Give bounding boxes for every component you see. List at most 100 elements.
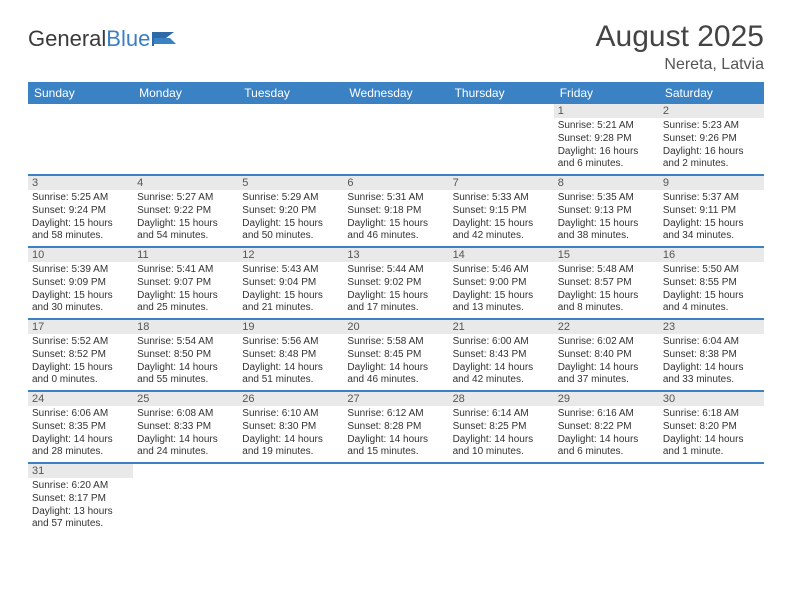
daylight-text: and 30 minutes.	[32, 302, 129, 315]
calendar-cell	[238, 104, 343, 176]
calendar-cell	[449, 104, 554, 176]
daylight-text: Daylight: 14 hours	[558, 362, 655, 375]
calendar-cell: 1Sunrise: 5:21 AMSunset: 9:28 PMDaylight…	[554, 104, 659, 176]
daylight-text: and 24 minutes.	[137, 446, 234, 459]
day-number: 23	[659, 320, 764, 334]
calendar-cell	[343, 464, 448, 542]
day-number: 18	[133, 320, 238, 334]
daylight-text: Daylight: 15 hours	[453, 218, 550, 231]
day-cell: 13Sunrise: 5:44 AMSunset: 9:02 PMDayligh…	[343, 248, 448, 320]
sunrise-text: Sunrise: 5:35 AM	[558, 192, 655, 205]
day-number: 5	[238, 176, 343, 190]
daylight-text: and 0 minutes.	[32, 374, 129, 387]
day-number: 10	[28, 248, 133, 262]
daylight-text: and 55 minutes.	[137, 374, 234, 387]
daylight-text: Daylight: 15 hours	[137, 290, 234, 303]
day-number: 21	[449, 320, 554, 334]
sunset-text: Sunset: 8:57 PM	[558, 277, 655, 290]
daylight-text: Daylight: 14 hours	[32, 434, 129, 447]
day-cell: 10Sunrise: 5:39 AMSunset: 9:09 PMDayligh…	[28, 248, 133, 320]
daylight-text: and 54 minutes.	[137, 230, 234, 243]
sunset-text: Sunset: 8:22 PM	[558, 421, 655, 434]
weekday-header: Monday	[133, 82, 238, 104]
daylight-text: and 25 minutes.	[137, 302, 234, 315]
calendar-week-row: 1Sunrise: 5:21 AMSunset: 9:28 PMDaylight…	[28, 104, 764, 176]
day-cell: 20Sunrise: 5:58 AMSunset: 8:45 PMDayligh…	[343, 320, 448, 392]
sunset-text: Sunset: 8:17 PM	[32, 493, 129, 506]
sunset-text: Sunset: 8:48 PM	[242, 349, 339, 362]
day-cell: 11Sunrise: 5:41 AMSunset: 9:07 PMDayligh…	[133, 248, 238, 320]
weekday-header-row: Sunday Monday Tuesday Wednesday Thursday…	[28, 82, 764, 104]
daylight-text: and 42 minutes.	[453, 374, 550, 387]
sunrise-text: Sunrise: 5:23 AM	[663, 120, 760, 133]
daylight-text: and 33 minutes.	[663, 374, 760, 387]
day-cell: 3Sunrise: 5:25 AMSunset: 9:24 PMDaylight…	[28, 176, 133, 248]
daylight-text: Daylight: 15 hours	[137, 218, 234, 231]
day-number: 6	[343, 176, 448, 190]
day-cell: 26Sunrise: 6:10 AMSunset: 8:30 PMDayligh…	[238, 392, 343, 464]
sunset-text: Sunset: 8:28 PM	[347, 421, 444, 434]
day-cell: 18 Sunrise: 5:54 AMSunset: 8:50 PMDayligh…	[133, 320, 238, 392]
daylight-text: and 17 minutes.	[347, 302, 444, 315]
sunrise-text: Sunrise: 6:04 AM	[663, 336, 760, 349]
sunset-text: Sunset: 9:07 PM	[137, 277, 234, 290]
daylight-text: and 50 minutes.	[242, 230, 339, 243]
sunrise-text: Sunrise: 5:58 AM	[347, 336, 444, 349]
sunset-text: Sunset: 8:45 PM	[347, 349, 444, 362]
daylight-text: Daylight: 14 hours	[453, 434, 550, 447]
sunset-text: Sunset: 8:25 PM	[453, 421, 550, 434]
calendar-cell: 9Sunrise: 5:37 AMSunset: 9:11 PMDaylight…	[659, 176, 764, 248]
sunset-text: Sunset: 8:50 PM	[137, 349, 234, 362]
calendar-cell: 17Sunrise: 5:52 AMSunset: 8:52 PMDayligh…	[28, 320, 133, 392]
day-number: 29	[554, 392, 659, 406]
calendar-week-row: 24Sunrise: 6:06 AMSunset: 8:35 PMDayligh…	[28, 392, 764, 464]
day-number: 15	[554, 248, 659, 262]
calendar-cell: 3Sunrise: 5:25 AMSunset: 9:24 PMDaylight…	[28, 176, 133, 248]
day-cell: 5Sunrise: 5:29 AMSunset: 9:20 PMDaylight…	[238, 176, 343, 248]
flag-icon	[152, 30, 178, 48]
calendar-week-row: 10Sunrise: 5:39 AMSunset: 9:09 PMDayligh…	[28, 248, 764, 320]
day-cell: 28Sunrise: 6:14 AMSunset: 8:25 PMDayligh…	[449, 392, 554, 464]
daylight-text: Daylight: 14 hours	[242, 434, 339, 447]
sunrise-text: Sunrise: 5:21 AM	[558, 120, 655, 133]
daylight-text: Daylight: 14 hours	[663, 434, 760, 447]
daylight-text: Daylight: 14 hours	[137, 434, 234, 447]
calendar-cell: 20Sunrise: 5:58 AMSunset: 8:45 PMDayligh…	[343, 320, 448, 392]
weekday-header: Friday	[554, 82, 659, 104]
day-number: 30	[659, 392, 764, 406]
day-number: 31	[28, 464, 133, 478]
calendar-cell: 14Sunrise: 5:46 AMSunset: 9:00 PMDayligh…	[449, 248, 554, 320]
calendar-cell: 16Sunrise: 5:50 AMSunset: 8:55 PMDayligh…	[659, 248, 764, 320]
sunrise-text: Sunrise: 5:27 AM	[137, 192, 234, 205]
daylight-text: and 1 minute.	[663, 446, 760, 459]
sunset-text: Sunset: 9:15 PM	[453, 205, 550, 218]
empty-cell	[449, 104, 554, 176]
daylight-text: Daylight: 15 hours	[242, 290, 339, 303]
calendar-cell: 18 Sunrise: 5:54 AMSunset: 8:50 PMDayligh…	[133, 320, 238, 392]
logo-text-2: Blue	[106, 26, 150, 52]
daylight-text: Daylight: 14 hours	[453, 362, 550, 375]
day-number: 17	[28, 320, 133, 334]
calendar-cell: 30Sunrise: 6:18 AMSunset: 8:20 PMDayligh…	[659, 392, 764, 464]
sunset-text: Sunset: 8:52 PM	[32, 349, 129, 362]
calendar-cell: 7Sunrise: 5:33 AMSunset: 9:15 PMDaylight…	[449, 176, 554, 248]
daylight-text: Daylight: 14 hours	[137, 362, 234, 375]
calendar-cell: 29Sunrise: 6:16 AMSunset: 8:22 PMDayligh…	[554, 392, 659, 464]
sunrise-text: Sunrise: 5:54 AM	[137, 336, 234, 349]
location-title: Nereta, Latvia	[596, 56, 764, 74]
calendar-cell	[449, 464, 554, 542]
daylight-text: Daylight: 15 hours	[32, 290, 129, 303]
daylight-text: and 8 minutes.	[558, 302, 655, 315]
sunset-text: Sunset: 9:22 PM	[137, 205, 234, 218]
calendar-week-row: 3Sunrise: 5:25 AMSunset: 9:24 PMDaylight…	[28, 176, 764, 248]
daylight-text: Daylight: 14 hours	[347, 362, 444, 375]
daylight-text: and 10 minutes.	[453, 446, 550, 459]
calendar-cell: 8Sunrise: 5:35 AMSunset: 9:13 PMDaylight…	[554, 176, 659, 248]
calendar-cell	[133, 104, 238, 176]
calendar-cell: 31Sunrise: 6:20 AMSunset: 8:17 PMDayligh…	[28, 464, 133, 542]
day-cell: 9Sunrise: 5:37 AMSunset: 9:11 PMDaylight…	[659, 176, 764, 248]
sunrise-text: Sunrise: 5:52 AM	[32, 336, 129, 349]
sunrise-text: Sunrise: 5:56 AM	[242, 336, 339, 349]
sunrise-text: Sunrise: 6:02 AM	[558, 336, 655, 349]
daylight-text: and 13 minutes.	[453, 302, 550, 315]
